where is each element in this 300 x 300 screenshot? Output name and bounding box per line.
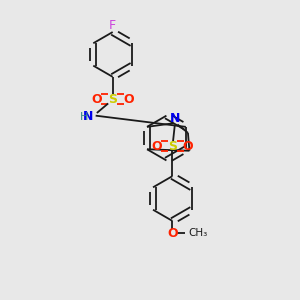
- Text: O: O: [152, 140, 162, 153]
- Text: O: O: [123, 93, 134, 106]
- Text: N: N: [83, 110, 94, 123]
- Text: H: H: [80, 112, 88, 122]
- Text: F: F: [109, 19, 116, 32]
- Text: O: O: [92, 93, 103, 106]
- Text: CH₃: CH₃: [189, 229, 208, 238]
- Text: N: N: [170, 112, 181, 125]
- Text: S: S: [168, 140, 177, 153]
- Text: O: O: [167, 227, 178, 240]
- Text: O: O: [183, 140, 193, 153]
- Text: S: S: [108, 93, 117, 106]
